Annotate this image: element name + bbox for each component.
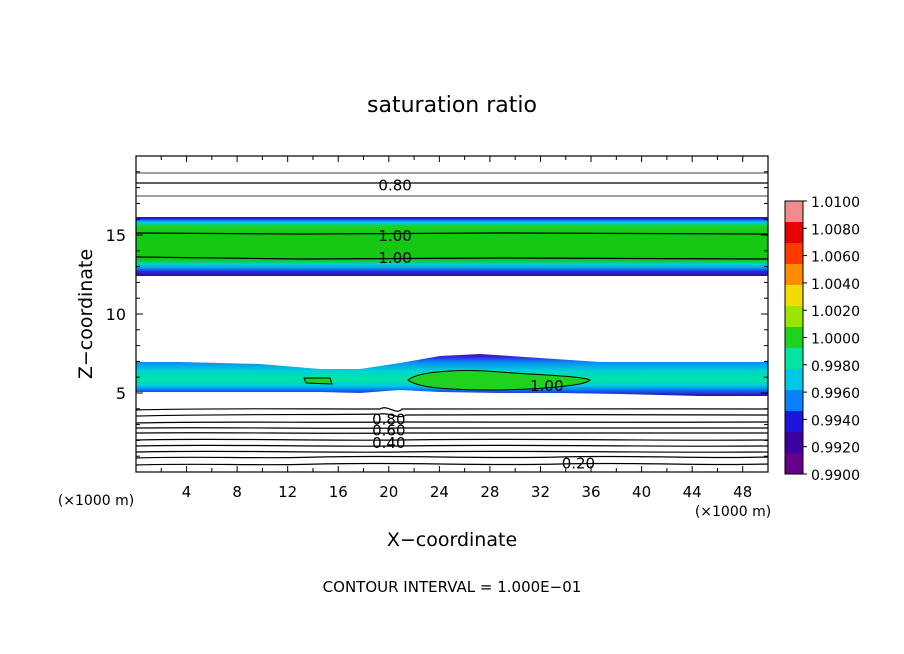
- colorbar-swatch: [785, 201, 803, 223]
- colorbar-swatch: [785, 327, 803, 349]
- colorbar-label: 0.9900: [811, 468, 860, 484]
- colorbar-swatch: [785, 348, 803, 370]
- colorbar-swatch: [785, 285, 803, 307]
- x-tick-label: 8: [232, 483, 242, 501]
- colorbar-label: 1.0080: [811, 222, 860, 238]
- plot-frame: [135, 155, 769, 473]
- x-tick-label: 28: [480, 483, 499, 501]
- x-tick-label: 36: [581, 483, 600, 501]
- colorbar-label: 1.0100: [811, 195, 860, 211]
- contour-label: 1.00: [378, 249, 411, 267]
- contour-line: [136, 438, 768, 441]
- contour-line: [136, 413, 768, 418]
- colorbar-label: 0.9960: [811, 386, 860, 402]
- colorbar: [784, 200, 804, 475]
- x-tick-label: 44: [683, 483, 702, 501]
- x-tick-label: 48: [733, 483, 752, 501]
- colorbar-swatch: [785, 264, 803, 286]
- colorbar-label: 0.9920: [811, 441, 860, 457]
- colorbar-label: 0.9980: [811, 359, 860, 375]
- contour-label: 1.00: [378, 227, 411, 245]
- colorbar-swatch: [785, 390, 803, 412]
- colorbar-swatch: [785, 243, 803, 265]
- x-axis-label: X−coordinate: [387, 529, 517, 551]
- contour-labels: 0.801.001.001.000.800.600.400.20: [372, 176, 595, 473]
- contour-label: 0.60: [372, 421, 405, 439]
- contour-line: [136, 407, 768, 412]
- colorbar-swatch: [785, 369, 803, 391]
- y-tick-label: 10: [106, 305, 126, 324]
- contour-line: [136, 432, 768, 434]
- x-tick-label: 40: [632, 483, 651, 501]
- green-core-left: [303, 377, 333, 385]
- y-tick-label: 5: [116, 384, 126, 403]
- x-unit-left: (×1000 m): [58, 493, 134, 509]
- colorbar-labels: 1.0100 1.0080 1.0060 1.0040 1.0020 1.0000 0.99…: [803, 195, 860, 484]
- y-tick-labels: 5 10 15: [106, 226, 126, 403]
- contour-interval-note: CONTOUR INTERVAL = 1.000E−01: [323, 578, 582, 596]
- y-axis-label: Z−coordinate: [75, 249, 97, 379]
- colorbar-swatch: [785, 453, 803, 475]
- x-tick-label: 16: [329, 483, 348, 501]
- colorbar-swatch: [785, 432, 803, 454]
- contour-label: 0.20: [562, 455, 595, 473]
- axis-ticks: [136, 156, 768, 472]
- chart-title: saturation ratio: [367, 93, 537, 118]
- contour-line: [136, 256, 768, 260]
- colorbar-label: 1.0020: [811, 304, 860, 320]
- x-unit-right: (×1000 m): [695, 504, 771, 520]
- contour-line: [136, 427, 768, 429]
- x-tick-label: 20: [379, 483, 398, 501]
- contour-label: 0.80: [378, 176, 411, 194]
- contour-line: [136, 421, 768, 424]
- contour-label: 0.40: [372, 434, 405, 452]
- contour-line: [136, 462, 768, 466]
- x-tick-label: 32: [531, 483, 550, 501]
- contour-label: 0.80: [372, 410, 405, 428]
- colorbar-label: 1.0000: [811, 332, 860, 348]
- y-tick-label: 15: [106, 226, 126, 245]
- colorbar-label: 1.0060: [811, 250, 860, 266]
- colorbar-swatch: [785, 306, 803, 328]
- contour-line: [136, 232, 768, 235]
- upper-band: [136, 217, 768, 276]
- contour-line: [136, 455, 768, 459]
- x-tick-label: 12: [278, 483, 297, 501]
- colorbar-label: 1.0040: [811, 277, 860, 293]
- contour-line: [136, 444, 768, 447]
- x-tick-label: 24: [430, 483, 449, 501]
- green-core-right: [407, 370, 591, 391]
- colorbar-swatch: [785, 222, 803, 244]
- colorbar-label: 0.9940: [811, 413, 860, 429]
- colorbar-swatch: [785, 411, 803, 433]
- contour-lines: [136, 172, 768, 466]
- contour-label: 1.00: [530, 377, 563, 395]
- x-tick-labels: 4 8 12 16 20 24 28 32 36 40 44 48: [182, 483, 752, 501]
- contour-line: [136, 450, 768, 453]
- filled-contours: [136, 217, 768, 396]
- x-tick-label: 4: [182, 483, 192, 501]
